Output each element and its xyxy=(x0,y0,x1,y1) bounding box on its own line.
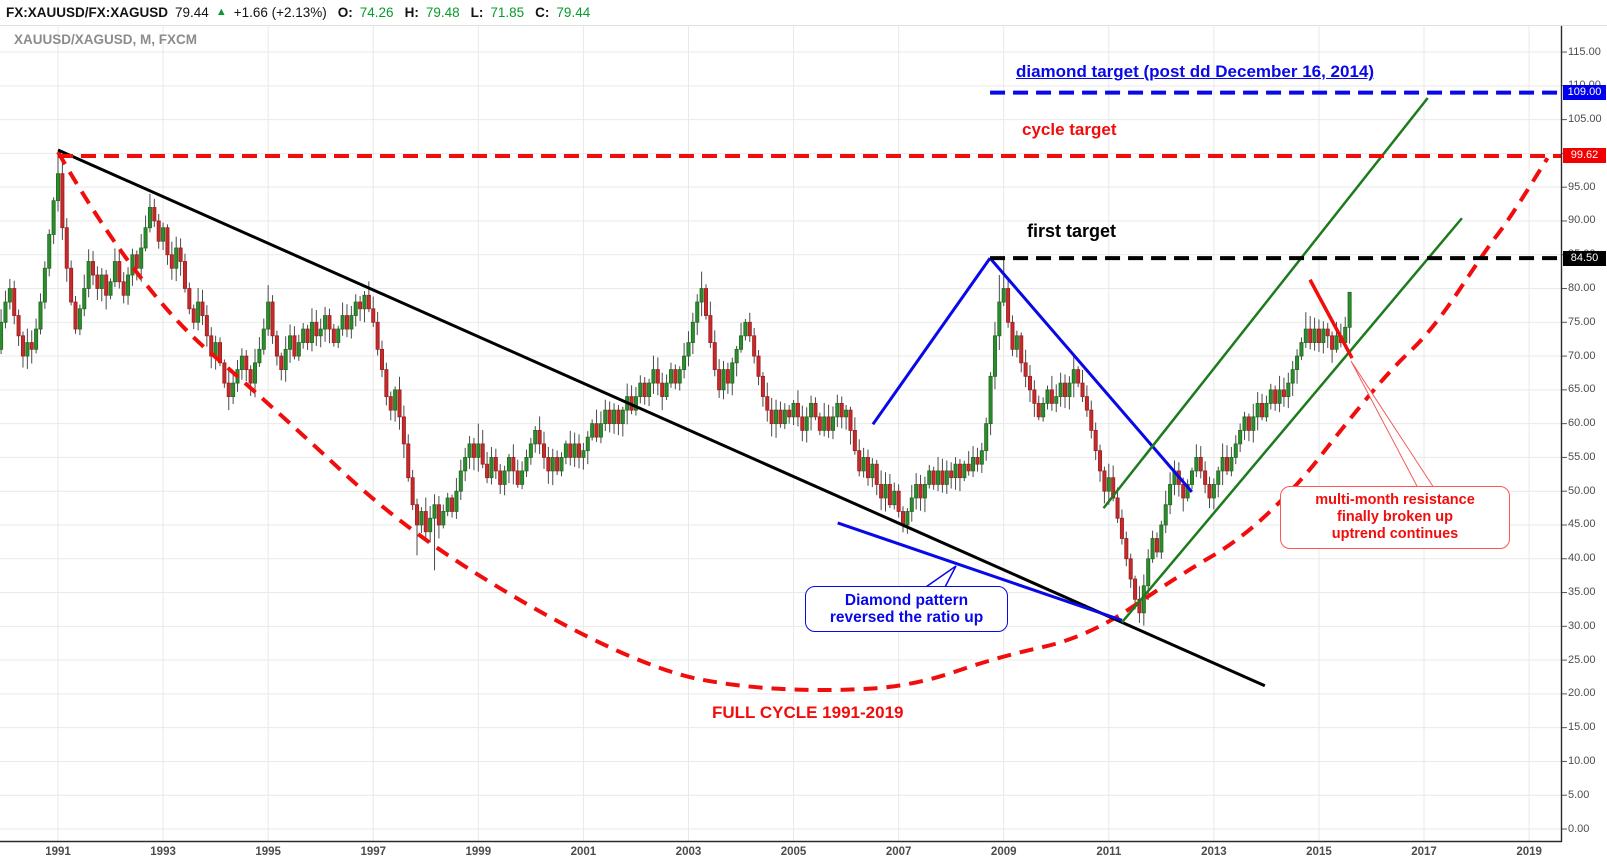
chart-title[interactable]: XAUUSD/XAGUSD, M, FXCM xyxy=(14,32,198,47)
open-value: 74.26 xyxy=(359,5,394,20)
x-tick-label: 2015 xyxy=(1306,846,1332,858)
y-tick-label: 40.00 xyxy=(1568,552,1596,565)
y-tick-label: 30.00 xyxy=(1568,619,1596,632)
annotation-diamond-target[interactable]: diamond target (post dd December 16, 201… xyxy=(1016,62,1375,81)
x-tick-label: 2009 xyxy=(990,846,1017,858)
x-tick-label: 2017 xyxy=(1411,846,1437,858)
symbol-header: FX:XAUUSD/FX:XAGUSD 79.44 ▲ +1.66 (+2.13… xyxy=(0,0,1607,26)
low-label: L: xyxy=(470,5,484,20)
callout-resistance-line1: multi-month resistance xyxy=(1315,492,1475,508)
callout-resistance[interactable]: multi-month resistance finally broken up… xyxy=(1280,486,1510,550)
y-tick-label: 45.00 xyxy=(1568,518,1596,531)
x-tick-label: 1993 xyxy=(150,846,176,858)
price-label-cycle-target: 99.62 xyxy=(1563,148,1606,164)
time-axis[interactable]: 1991 1993 1995 1997 1999 2001 2003 2005 2007 2009… xyxy=(0,842,1562,865)
price-label-first-target: 84.50 xyxy=(1563,250,1606,266)
callout-diamond-line1: Diamond pattern xyxy=(844,592,969,609)
y-tick-label: 20.00 xyxy=(1568,687,1596,700)
y-tick-label: 115.00 xyxy=(1568,45,1601,58)
y-tick-label: 105.00 xyxy=(1568,113,1602,126)
y-tick-label: 55.00 xyxy=(1568,450,1596,463)
price-label-diamond-target: 109.00 xyxy=(1563,85,1606,101)
price-change: +1.66 (+2.13%) xyxy=(233,5,327,20)
callout-diamond-pattern[interactable]: Diamond pattern reversed the ratio up xyxy=(805,586,1008,633)
up-arrow-icon: ▲ xyxy=(215,6,227,18)
callout-resistance-line3: uptrend continues xyxy=(1331,526,1459,543)
y-tick-label: 60.00 xyxy=(1568,417,1596,430)
y-tick-label: 90.00 xyxy=(1568,214,1596,227)
annotation-full-cycle[interactable]: FULL CYCLE 1991-2019 xyxy=(712,703,904,722)
y-tick-label: 25.00 xyxy=(1568,653,1596,666)
x-tick-label: 2005 xyxy=(780,846,807,858)
callout-diamond-line2: reversed the ratio up xyxy=(829,609,984,627)
y-tick-label: 70.00 xyxy=(1568,349,1596,362)
low-value: 71.85 xyxy=(490,5,525,20)
x-tick-label: 2001 xyxy=(570,846,597,858)
x-tick-label: 2019 xyxy=(1516,846,1542,858)
x-tick-label: 2013 xyxy=(1201,846,1227,858)
y-tick-label: 5.00 xyxy=(1568,788,1590,801)
y-tick-label: 15.00 xyxy=(1568,721,1596,734)
last-price: 79.44 xyxy=(175,5,209,20)
symbol-name[interactable]: FX:XAUUSD/FX:XAGUSD xyxy=(6,5,169,20)
high-label: H: xyxy=(404,5,419,20)
x-tick-label: 1995 xyxy=(255,846,281,858)
close-value: 79.44 xyxy=(556,5,591,20)
x-tick-label: 1997 xyxy=(360,846,387,858)
x-tick-label: 2003 xyxy=(675,846,702,858)
open-label: O: xyxy=(337,5,353,20)
y-tick-label: 50.00 xyxy=(1568,484,1596,497)
annotation-first-target[interactable]: first target xyxy=(1027,221,1117,241)
y-tick-label: 65.00 xyxy=(1568,383,1596,396)
y-tick-label: 0.00 xyxy=(1568,822,1590,835)
y-tick-label: 10.00 xyxy=(1568,754,1596,767)
y-tick-label: 80.00 xyxy=(1568,282,1596,295)
callout-resistance-line2: finally broken up xyxy=(1336,509,1453,526)
x-tick-label: 2011 xyxy=(1096,846,1122,858)
y-tick-label: 35.00 xyxy=(1568,586,1596,599)
y-tick-label: 75.00 xyxy=(1568,315,1596,328)
x-tick-label: 1999 xyxy=(465,846,492,858)
annotation-cycle-target[interactable]: cycle target xyxy=(1022,120,1117,139)
high-value: 79.48 xyxy=(425,5,460,20)
x-tick-label: 2007 xyxy=(885,846,912,858)
x-tick-label: 1991 xyxy=(45,846,71,858)
y-tick-label: 95.00 xyxy=(1568,180,1596,193)
close-label: C: xyxy=(535,5,550,20)
